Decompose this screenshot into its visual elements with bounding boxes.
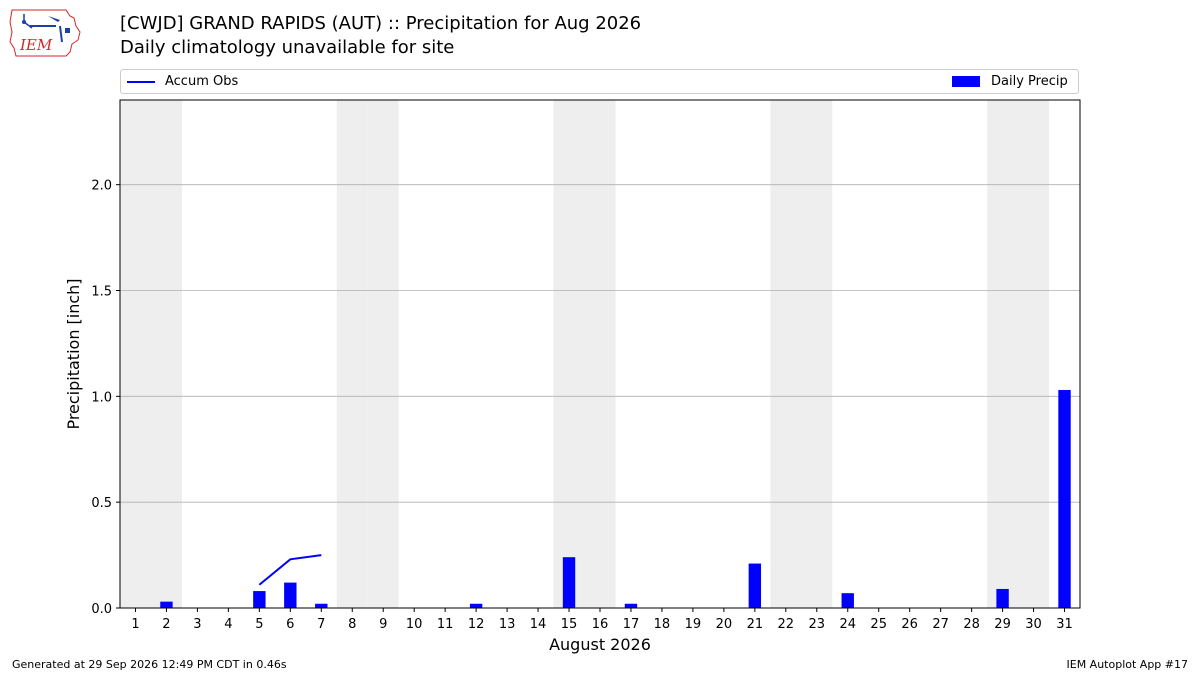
xtick-label-4: 4 (224, 617, 232, 632)
xtick-label-11: 11 (437, 617, 454, 632)
footer-app-id: IEM Autoplot App #17 (1066, 658, 1189, 671)
xtick-label-12: 12 (468, 617, 485, 632)
xtick-label-31: 31 (1056, 617, 1073, 632)
xtick-label-10: 10 (406, 617, 423, 632)
bar-day-7 (315, 603, 328, 608)
y-axis-label: Precipitation [inch] (64, 278, 83, 429)
ytick-label-1: 0.5 (91, 496, 112, 511)
xtick-label-3: 3 (193, 617, 201, 632)
iem-logo: IEM (9, 9, 81, 57)
weekend-shade-day-23 (801, 100, 833, 608)
bar-day-17 (624, 603, 638, 608)
xtick-label-14: 14 (530, 617, 547, 632)
xtick-label-13: 13 (499, 617, 516, 632)
xtick-label-9: 9 (379, 617, 387, 632)
xtick-label-23: 23 (809, 617, 826, 632)
xtick-label-17: 17 (623, 617, 640, 632)
bar-day-2 (160, 601, 173, 608)
xtick-label-26: 26 (901, 617, 918, 632)
legend-accum-obs-label: Accum Obs (165, 74, 239, 89)
xtick-label-2: 2 (162, 617, 170, 632)
bar-day-15 (562, 557, 576, 608)
ytick-label-3: 1.5 (91, 285, 112, 300)
xtick-label-20: 20 (716, 617, 733, 632)
plot-frame (119, 99, 1081, 609)
xtick-label-19: 19 (685, 617, 702, 632)
xtick-label-6: 6 (286, 617, 294, 632)
xtick-label-30: 30 (1025, 617, 1042, 632)
xtick-label-29: 29 (994, 617, 1011, 632)
legend: Accum Obs Daily Precip (120, 69, 1079, 94)
xtick-label-25: 25 (870, 617, 887, 632)
weekend-shade-day-9 (367, 100, 399, 608)
logo-text: IEM (19, 36, 53, 54)
xtick-label-22: 22 (778, 617, 795, 632)
legend-daily-precip-label: Daily Precip (991, 74, 1068, 89)
xtick-label-15: 15 (561, 617, 578, 632)
legend-line-swatch (127, 81, 155, 83)
weekend-shade-day-29 (987, 100, 1019, 608)
weekend-shade-day-30 (1018, 100, 1050, 608)
xtick-label-21: 21 (747, 617, 764, 632)
weekend-shade-day-15 (553, 100, 585, 608)
accum-obs-line (258, 554, 322, 586)
xtick-label-24: 24 (839, 617, 856, 632)
weekend-shade-day-2 (150, 100, 182, 608)
chart-subtitle: Daily climatology unavailable for site (120, 37, 455, 58)
bar-day-5 (253, 591, 266, 608)
bar-day-12 (469, 603, 483, 608)
weekend-shade-day-1 (120, 100, 151, 608)
weekend-shade-day-16 (584, 100, 616, 608)
bar-day-21 (748, 563, 762, 608)
ytick-label-0: 0.0 (91, 602, 112, 617)
chart-title: [CWJD] GRAND RAPIDS (AUT) :: Precipitati… (120, 13, 642, 34)
bar-day-31 (1058, 389, 1071, 608)
bar-day-29 (996, 588, 1009, 608)
weekend-shade-day-8 (336, 100, 368, 608)
legend-bar-swatch (952, 76, 980, 87)
xtick-label-7: 7 (317, 617, 325, 632)
xtick-label-8: 8 (348, 617, 356, 632)
bar-day-6 (284, 582, 297, 608)
ytick-label-4: 2.0 (91, 179, 112, 194)
xtick-label-16: 16 (592, 617, 609, 632)
x-axis-label: August 2026 (549, 635, 651, 654)
xtick-label-18: 18 (654, 617, 671, 632)
footer-generated: Generated at 29 Sep 2026 12:49 PM CDT in… (12, 658, 287, 671)
xtick-label-1: 1 (131, 617, 139, 632)
xtick-label-28: 28 (963, 617, 980, 632)
xtick-label-27: 27 (932, 617, 949, 632)
xtick-label-5: 5 (255, 617, 263, 632)
bar-day-24 (841, 593, 854, 608)
ytick-label-2: 1.0 (91, 390, 112, 405)
weekend-shade-day-22 (770, 100, 802, 608)
